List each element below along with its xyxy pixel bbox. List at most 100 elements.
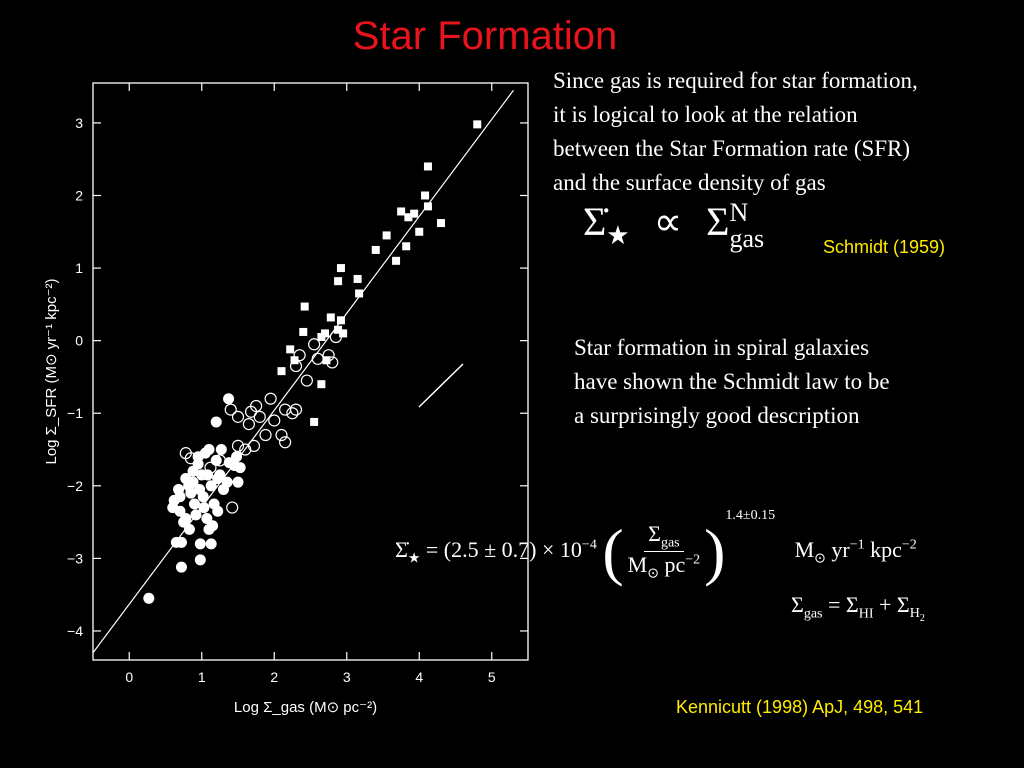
filled-circle-point <box>167 502 179 514</box>
y-tick-label: 2 <box>75 187 83 203</box>
eq2-lhs-sub: ★ <box>407 551 421 567</box>
open-circle-point <box>204 461 217 474</box>
filled-circle-point <box>223 393 235 405</box>
filled-circle-point <box>170 536 182 548</box>
eq3-lhs-sub: gas <box>803 606 823 622</box>
open-circle-point <box>250 399 263 413</box>
fit-line <box>92 89 514 654</box>
spiral-text: Star formation in spiral galaxies have s… <box>574 331 994 433</box>
filled-square-point <box>423 162 432 171</box>
open-circle-point <box>293 349 306 362</box>
open-circle-point <box>253 410 266 423</box>
filled-square-point <box>322 356 331 365</box>
eq3-t2-subsub: 2 <box>919 613 925 625</box>
eq2-den-rest: pc <box>658 552 686 578</box>
open-circle-point <box>259 428 272 442</box>
open-circle-point <box>224 403 237 416</box>
slide-title: Star Formation <box>352 14 618 58</box>
filled-square-point <box>290 356 299 365</box>
open-circle-point <box>184 452 197 465</box>
best-fit-line <box>92 89 514 654</box>
filled-square-point <box>355 289 364 298</box>
axis-ticks: 0 1 2 3 4 5 −4 −3 −2 −1 0 1 2 3 <box>67 83 528 685</box>
open-circle-point <box>231 439 245 452</box>
filled-circle-point <box>203 444 215 456</box>
eq2-units-rest: yr <box>825 537 850 562</box>
open-circle-point <box>239 443 252 456</box>
eq2-units-exp2: −2 <box>901 537 917 553</box>
filled-circle-point <box>210 416 222 428</box>
filled-square-point <box>336 316 345 325</box>
open-circle-point <box>268 414 281 427</box>
y-tick-label: −1 <box>67 405 83 421</box>
eq2-lhs: Σ̇ <box>395 537 408 562</box>
data-points <box>143 120 482 604</box>
open-circle-point <box>275 428 288 442</box>
x-tick-label: 3 <box>343 669 351 685</box>
filled-circle-point <box>232 476 244 488</box>
eq1-prop: ∝ <box>653 199 683 244</box>
eq2-den-exp: −2 <box>685 553 701 569</box>
schmidt-reference: Schmidt (1959) <box>823 237 946 257</box>
eq2-den-sub: ⊙ <box>647 566 659 582</box>
spiral-line: Star formation in spiral galaxies <box>574 335 870 360</box>
x-tick-label: 4 <box>415 669 423 685</box>
filled-square-point <box>286 345 295 354</box>
eq3-eq: = Σ <box>822 592 859 617</box>
filled-square-point <box>334 325 343 334</box>
y-tick-label: 0 <box>75 333 83 349</box>
filled-circle-point <box>194 554 206 566</box>
x-tick-label: 0 <box>125 669 133 685</box>
filled-circle-point <box>175 561 187 573</box>
open-circle-point <box>300 374 313 387</box>
eq1-lhs-sub: ★ <box>606 221 630 250</box>
filled-square-point <box>371 245 380 254</box>
gas-density-equation: Σgas = ΣHI + ΣH2 <box>791 592 925 624</box>
open-circle-point <box>279 436 292 449</box>
open-circle-point <box>226 501 239 514</box>
y-tick-label: 1 <box>75 260 83 276</box>
x-tick-label: 1 <box>198 669 206 685</box>
filled-square-point <box>415 227 424 236</box>
filled-circle-point <box>174 491 186 503</box>
filled-square-point <box>437 219 445 228</box>
filled-circle-point <box>221 476 233 488</box>
filled-square-point <box>317 380 326 389</box>
filled-circle-point <box>187 465 199 477</box>
filled-square-point <box>336 264 345 273</box>
filled-circle-point <box>205 538 217 550</box>
x-axis-label: Log Σ_gas (M⊙ pc⁻²) <box>234 699 377 716</box>
filled-square-point <box>473 120 482 129</box>
eq3-lhs: Σ <box>791 592 804 617</box>
filled-square-point <box>299 327 308 336</box>
filled-circle-point <box>214 469 226 481</box>
filled-circle-point <box>189 498 200 510</box>
eq2-units: M <box>794 537 815 562</box>
filled-circle-point <box>198 502 210 514</box>
eq1-lhs: Σ̇ <box>583 199 607 244</box>
filled-square-point <box>326 313 335 322</box>
eq2-exponent: 1.4±0.15 <box>725 508 776 523</box>
filled-square-point <box>392 256 401 265</box>
eq1-rhs-sub: gas <box>729 223 765 253</box>
open-circle-point <box>311 352 324 365</box>
y-tick-label: −4 <box>67 623 83 639</box>
open-circle-point <box>242 418 255 431</box>
filled-square-point <box>321 329 329 338</box>
eq1-rhs: Σ <box>706 199 730 244</box>
open-circle-point <box>264 392 277 405</box>
filled-circle-point <box>143 592 155 604</box>
filled-square-point <box>404 213 413 222</box>
kennicutt-reference: Kennicutt (1998) ApJ, 498, 541 <box>676 697 924 717</box>
eq2-den: M <box>627 552 648 578</box>
plot-frame <box>92 82 529 661</box>
eq1-rhs-sup: N <box>729 197 749 227</box>
filled-square-point <box>310 417 319 426</box>
kennicutt-equation: Σ̇★ = (2.5 ± 0.7) × 10−4 (Σgas M⊙ pc−2)1.… <box>395 508 917 587</box>
filled-circle-point <box>192 451 204 463</box>
filled-square-point <box>339 329 348 338</box>
y-axis-label: Log Σ_SFR (M⊙ yr⁻¹ kpc⁻²) <box>43 278 60 464</box>
eq2-num-sub: gas <box>660 535 680 551</box>
